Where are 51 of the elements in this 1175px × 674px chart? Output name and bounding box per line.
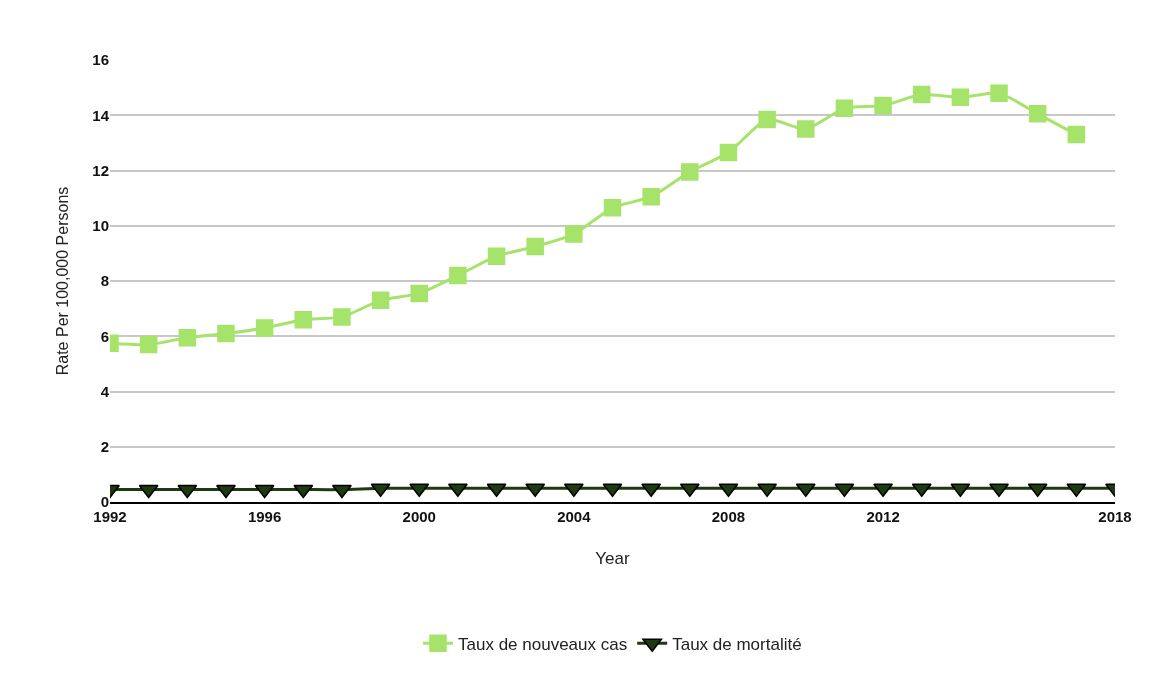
point: [177, 484, 198, 499]
point: [642, 187, 660, 206]
point: [1028, 105, 1047, 123]
point: [293, 484, 314, 499]
point: [331, 484, 352, 499]
point: [449, 266, 467, 285]
y-tick-label: 10: [92, 217, 109, 234]
point: [835, 99, 854, 118]
point: [138, 484, 159, 499]
y-tick-label: 0: [100, 493, 109, 511]
point: [912, 85, 931, 104]
x-tick-label: 1996: [247, 508, 282, 525]
point: [139, 335, 158, 354]
x-tick-label: 2008: [711, 508, 746, 525]
point: [1067, 125, 1086, 144]
point: [874, 96, 892, 115]
legend-label: Taux de nouveaux cas: [458, 634, 628, 654]
x-tick-label: 2018: [1098, 508, 1132, 525]
x-tick-label: 1992: [93, 508, 127, 525]
x-tick-label: 2004: [557, 508, 592, 525]
x-tick-label: 2012: [866, 508, 900, 525]
point: [487, 247, 506, 265]
y-tick-label: 2: [100, 438, 109, 455]
point: [951, 88, 970, 107]
point: [990, 84, 1008, 102]
point: [565, 225, 583, 243]
y-tick-label: 4: [100, 382, 110, 400]
y-axis-title: Rate Per 100,000 Persons: [54, 186, 71, 376]
y-tick-label: 6: [100, 327, 109, 345]
point: [333, 308, 351, 326]
point: [758, 110, 776, 129]
y-tick-label: 8: [100, 272, 109, 290]
point: [603, 199, 622, 217]
point: [178, 328, 197, 347]
point: [217, 324, 235, 343]
point: [681, 163, 699, 181]
x-tick-label: 2000: [402, 508, 436, 525]
y-tick-label: 12: [92, 161, 109, 179]
point: [254, 484, 275, 499]
point: [410, 284, 428, 303]
x-axis-title: Year: [595, 549, 631, 568]
point: [371, 291, 390, 310]
y-tick-label: 14: [92, 106, 110, 124]
point: [215, 484, 236, 499]
point: [255, 319, 274, 337]
y-tick-label: 16: [92, 51, 109, 69]
point: [797, 120, 815, 138]
point: [719, 143, 738, 162]
point: [526, 237, 544, 256]
legend-label: Taux de mortalité: [672, 634, 802, 654]
point: [294, 310, 313, 329]
